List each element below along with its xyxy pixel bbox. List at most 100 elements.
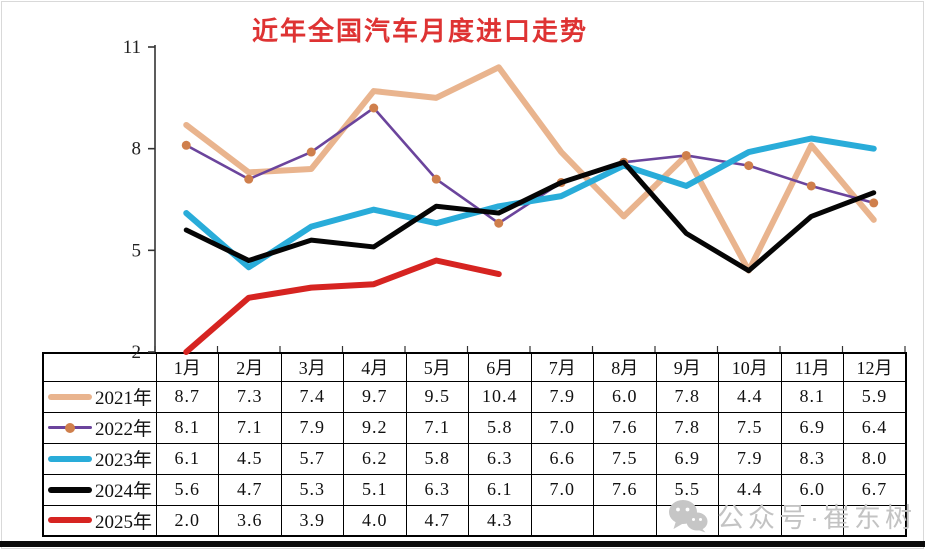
legend-line-swatch bbox=[48, 453, 92, 465]
legend-cell-2022年: 2022年 bbox=[42, 411, 157, 444]
table-value-cell: 4.4 bbox=[718, 473, 782, 506]
table-value-cell bbox=[593, 504, 657, 537]
legend-marker-dot bbox=[65, 422, 75, 433]
table-value-cell: 5.6 bbox=[155, 473, 219, 506]
table-value-cell: 7.5 bbox=[718, 411, 782, 444]
legend-label: 2021年 bbox=[95, 388, 153, 409]
table-value-cell: 8.3 bbox=[780, 442, 844, 475]
table-value-cell: 10.4 bbox=[468, 380, 532, 413]
series-marker-2022年 bbox=[681, 150, 691, 160]
table-value-cell: 8.1 bbox=[155, 411, 219, 444]
y-axis-label: 11 bbox=[123, 37, 141, 58]
table-value-cell: 6.3 bbox=[405, 473, 469, 506]
table-value-cell: 7.9 bbox=[718, 442, 782, 475]
legend-label: 2024年 bbox=[95, 481, 153, 502]
table-row-2022年: 2022年 8.1 7.1 7.9 9.2 7.1 5.8 7.0 7.6 7.8 7.5 6.9 6.… bbox=[42, 411, 907, 444]
series-marker-2022年 bbox=[244, 174, 254, 184]
data-table: 1月 2月 3月 4月 5月 6月 7月 8月 9月 10月 11月 12月 2021年 8.7 7.3 7.… bbox=[42, 352, 907, 537]
table-value-cell: 4.3 bbox=[468, 504, 532, 537]
table-value-cell: 6.6 bbox=[530, 442, 594, 475]
table-value-cell: 9.2 bbox=[343, 411, 407, 444]
table-value-cell: 4.5 bbox=[218, 442, 282, 475]
chart-title: 近年全国汽车月度进口走势 bbox=[251, 16, 588, 46]
series-marker-2022年 bbox=[431, 174, 441, 184]
table-value-cell: 9.5 bbox=[405, 380, 469, 413]
watermark: 公众号·崔东树 bbox=[668, 496, 916, 535]
table-value-cell: 7.6 bbox=[593, 473, 657, 506]
month-header-cell: 11月 bbox=[780, 352, 844, 382]
table-value-cell: 4.7 bbox=[218, 473, 282, 506]
series-line-2023年 bbox=[183, 135, 877, 271]
table-value-cell: 9.7 bbox=[343, 380, 407, 413]
table-value-cell bbox=[530, 504, 594, 537]
table-value-cell: 4.7 bbox=[405, 504, 469, 537]
table-value-cell bbox=[843, 504, 907, 537]
table-value-cell: 5.1 bbox=[343, 473, 407, 506]
legend-cell-2025年: 2025年 bbox=[42, 504, 157, 537]
table-value-cell: 7.1 bbox=[405, 411, 469, 444]
series-marker-2022年 bbox=[306, 147, 316, 157]
table-value-cell: 7.9 bbox=[280, 411, 344, 444]
table-value-cell: 7.5 bbox=[593, 442, 657, 475]
table-row-2023年: 2023年 6.1 4.5 5.7 6.2 5.8 6.3 6.6 7.5 6.9 7.9 8.3 8.… bbox=[42, 442, 907, 475]
table-value-cell: 6.4 bbox=[843, 411, 907, 444]
table-value-cell: 5.7 bbox=[280, 442, 344, 475]
table-value-cell: 7.4 bbox=[280, 380, 344, 413]
table-value-cell: 6.1 bbox=[155, 442, 219, 475]
watermark-text: 公众号·崔东树 bbox=[717, 503, 916, 533]
table-value-cell: 8.1 bbox=[780, 380, 844, 413]
table-value-cell: 5.9 bbox=[843, 380, 907, 413]
table-value-cell: 6.9 bbox=[655, 442, 719, 475]
table-value-cell: 2.0 bbox=[155, 504, 219, 537]
legend-cell-2021年: 2021年 bbox=[42, 380, 157, 413]
table-value-cell: 7.8 bbox=[655, 411, 719, 444]
table-value-cell bbox=[718, 504, 782, 537]
table-value-cell: 6.0 bbox=[593, 380, 657, 413]
table-value-cell: 4.0 bbox=[343, 504, 407, 537]
month-header-cell: 8月 bbox=[593, 352, 657, 382]
legend-line-swatch bbox=[48, 391, 92, 403]
table-row-2021年: 2021年 8.7 7.3 7.4 9.7 9.5 10.4 7.9 6.0 7.8 4.4 8.1 5… bbox=[42, 380, 907, 413]
table-value-cell: 7.8 bbox=[655, 380, 719, 413]
series-line-2024年 bbox=[183, 159, 877, 274]
series-marker-2022年 bbox=[181, 140, 191, 150]
table-value-cell: 6.3 bbox=[468, 442, 532, 475]
line-chart: 2 5 8 11 bbox=[123, 37, 906, 358]
month-header-cell: 12月 bbox=[843, 352, 907, 382]
y-axis-label: 2 bbox=[132, 342, 142, 358]
table-row-2025年: 2025年 2.0 3.6 3.9 4.0 4.7 4.3 bbox=[42, 504, 907, 537]
series-marker-2022年 bbox=[494, 218, 504, 228]
table-value-cell: 5.8 bbox=[468, 411, 532, 444]
table-value-cell: 4.4 bbox=[718, 380, 782, 413]
y-axis-label: 8 bbox=[132, 139, 142, 160]
legend-line-swatch bbox=[48, 514, 92, 526]
legend-label: 2022年 bbox=[95, 419, 153, 440]
legend-line bbox=[48, 486, 92, 493]
table-value-cell: 7.3 bbox=[218, 380, 282, 413]
legend-line bbox=[48, 455, 92, 462]
table-value-cell bbox=[780, 504, 844, 537]
y-axis-label: 5 bbox=[132, 240, 142, 261]
legend-cell-2024年: 2024年 bbox=[42, 473, 157, 506]
table-value-cell: 5.5 bbox=[655, 473, 719, 506]
series-marker-2022年 bbox=[806, 181, 816, 191]
month-header-cell: 5月 bbox=[405, 352, 469, 382]
table-value-cell: 5.8 bbox=[405, 442, 469, 475]
month-header-cell: 9月 bbox=[655, 352, 719, 382]
table-value-cell: 6.1 bbox=[468, 473, 532, 506]
table-value-cell: 3.6 bbox=[218, 504, 282, 537]
table-value-cell: 5.3 bbox=[280, 473, 344, 506]
series-marker-2022年 bbox=[369, 103, 379, 113]
series-line-2021年 bbox=[183, 64, 877, 274]
table-value-cell: 7.0 bbox=[530, 473, 594, 506]
table-value-cell: 7.6 bbox=[593, 411, 657, 444]
legend-cell-2023年: 2023年 bbox=[42, 442, 157, 475]
legend-corner-cell bbox=[42, 352, 157, 382]
table-value-cell: 7.9 bbox=[530, 380, 594, 413]
legend-line-swatch bbox=[48, 484, 92, 496]
bottom-divider bbox=[0, 541, 925, 547]
table-value-cell: 7.0 bbox=[530, 411, 594, 444]
legend-line-swatch bbox=[48, 422, 92, 434]
wechat-icon bbox=[669, 499, 708, 532]
month-header-cell: 2月 bbox=[218, 352, 282, 382]
